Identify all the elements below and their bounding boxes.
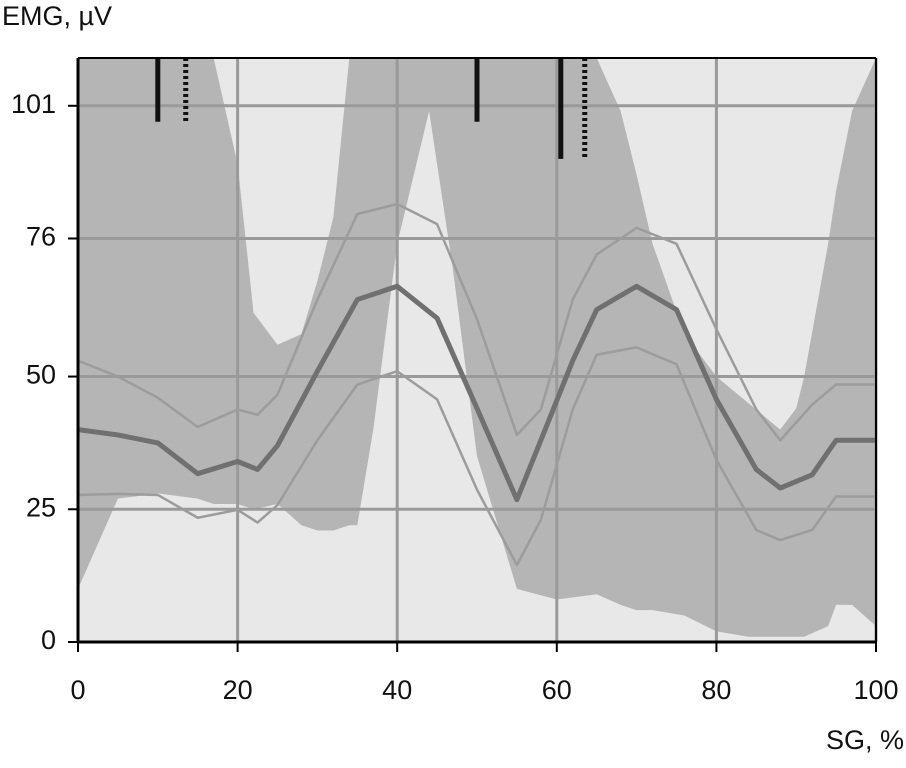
y-tick-label: 101	[11, 89, 56, 119]
y-tick-label: 0	[41, 625, 56, 655]
x-tick-label: 0	[70, 675, 85, 705]
x-axis-label: SG, %	[826, 725, 904, 755]
y-tick-label: 76	[26, 222, 56, 252]
series-line	[77, 346, 876, 567]
x-tick-label: 80	[701, 675, 731, 705]
series-line	[77, 202, 876, 442]
y-tick-label: 25	[26, 492, 56, 522]
series-line	[77, 283, 876, 503]
x-tick-label: 20	[223, 675, 253, 705]
normative-band	[78, 58, 876, 637]
x-tick-label: 100	[853, 675, 898, 705]
x-tick-label: 60	[542, 675, 572, 705]
y-tick-label: 50	[26, 360, 56, 390]
y-axis-label: EMG, µV	[2, 1, 112, 31]
x-tick-label: 40	[382, 675, 412, 705]
